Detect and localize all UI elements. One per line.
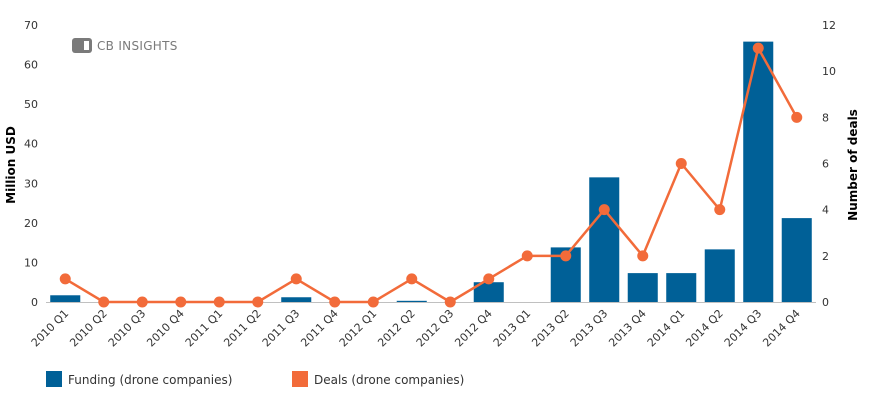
bar-funding <box>627 273 658 302</box>
y-right-tick-label: 0 <box>822 296 829 309</box>
y-left-tick-label: 0 <box>31 296 38 309</box>
point-deals <box>98 296 110 308</box>
legend-swatch-deals <box>292 371 308 387</box>
legend: Funding (drone companies) Deals (drone c… <box>46 371 464 387</box>
x-tick-label: 2011 Q3 <box>260 307 303 350</box>
y-left-tick-label: 70 <box>24 19 38 32</box>
x-tick-label: 2012 Q2 <box>375 307 418 350</box>
point-deals <box>136 296 148 308</box>
legend-label-funding: Funding (drone companies) <box>68 373 232 387</box>
legend-label-deals: Deals (drone companies) <box>314 373 464 387</box>
logo-text: CB INSIGHTS <box>97 39 178 53</box>
bar-funding <box>666 273 697 302</box>
x-tick-label: 2011 Q2 <box>221 307 264 350</box>
bar-funding <box>704 249 735 302</box>
y-right-tick-label: 12 <box>822 19 836 32</box>
point-deals <box>637 250 649 262</box>
bar-funding <box>396 300 427 302</box>
x-tick-label: 2010 Q2 <box>67 307 110 350</box>
y-right-tick-label: 8 <box>822 111 829 124</box>
x-tick-label: 2012 Q1 <box>337 307 380 350</box>
series-line-deals <box>64 44 798 304</box>
bar-funding <box>281 297 312 302</box>
x-tick-label: 2012 Q3 <box>414 307 457 350</box>
logo-mark-cutout <box>84 41 89 50</box>
point-deals <box>175 296 187 308</box>
x-tick-label: 2014 Q1 <box>645 307 688 350</box>
x-tick-label: 2014 Q4 <box>760 307 803 350</box>
y-left-tick-label: 30 <box>24 177 38 190</box>
bar-funding <box>781 218 812 302</box>
x-tick-label: 2013 Q4 <box>606 307 649 350</box>
y-left-tick-label: 50 <box>24 98 38 111</box>
y-left-tick-label: 60 <box>24 59 38 72</box>
point-deals <box>406 273 418 285</box>
x-tick-label: 2010 Q3 <box>106 307 149 350</box>
point-deals <box>444 296 456 308</box>
point-deals <box>252 296 264 308</box>
y-right-tick-label: 4 <box>822 204 829 217</box>
x-tick-label: 2013 Q1 <box>491 307 534 350</box>
bar-funding <box>589 177 620 302</box>
point-deals <box>598 204 610 216</box>
point-deals <box>483 273 495 285</box>
y-left-tick-label: 20 <box>24 217 38 230</box>
x-tick-label: 2014 Q2 <box>683 307 726 350</box>
y-axis-right-title: Number of deals <box>846 109 860 221</box>
y-axis-left-title: Million USD <box>4 126 18 204</box>
point-deals <box>367 296 379 308</box>
y-right-tick-label: 2 <box>822 250 829 263</box>
legend-swatch-funding <box>46 371 62 387</box>
x-tick-label: 2011 Q1 <box>183 307 226 350</box>
point-deals <box>714 204 726 216</box>
point-deals <box>290 273 302 285</box>
x-tick-label: 2012 Q4 <box>452 307 495 350</box>
y-left-tick-label: 40 <box>24 138 38 151</box>
point-deals <box>752 42 764 54</box>
point-deals <box>521 250 533 262</box>
x-tick-label: 2011 Q4 <box>298 307 341 350</box>
y-right-tick-label: 6 <box>822 158 829 171</box>
bar-funding <box>743 41 774 303</box>
x-tick-label: 2014 Q3 <box>722 307 765 350</box>
x-tick-label: 2013 Q3 <box>568 307 611 350</box>
y-right-tick-label: 10 <box>822 65 836 78</box>
point-deals <box>213 296 225 308</box>
point-deals <box>59 273 71 285</box>
point-deals <box>791 111 803 123</box>
x-tick-label: 2010 Q4 <box>144 307 187 350</box>
point-deals <box>560 250 572 262</box>
bar-funding <box>50 295 81 302</box>
x-tick-label: 2010 Q1 <box>29 307 72 350</box>
bar-funding <box>473 282 504 302</box>
x-tick-label: 2013 Q2 <box>529 307 572 350</box>
y-left-tick-label: 10 <box>24 256 38 269</box>
point-deals <box>675 158 687 169</box>
cb-insights-logo: CB INSIGHTS <box>72 38 178 53</box>
point-deals <box>329 296 341 308</box>
